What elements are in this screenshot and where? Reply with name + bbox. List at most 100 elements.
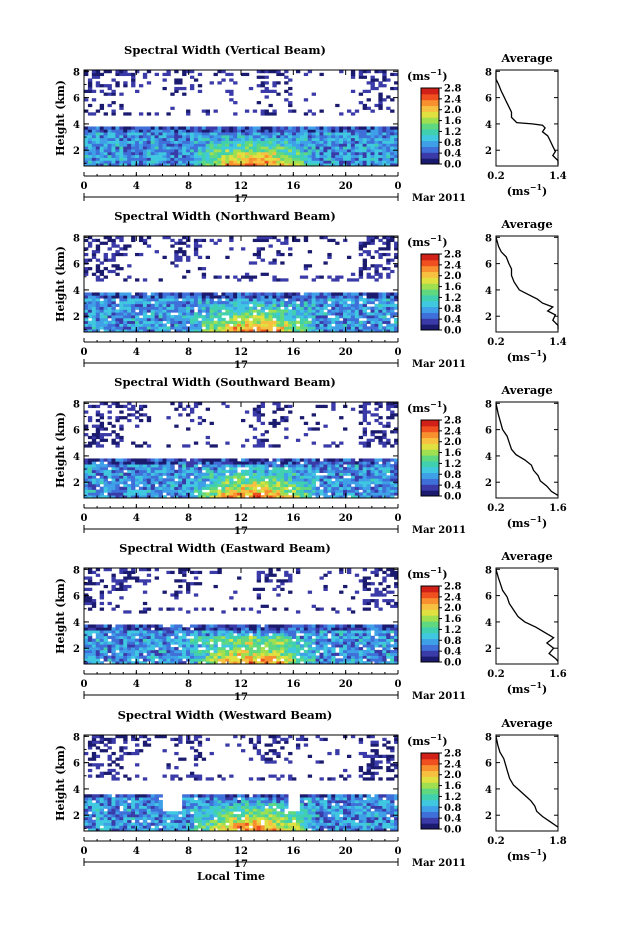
heatmap-cell	[146, 461, 152, 465]
heatmap-cell	[229, 466, 234, 471]
heatmap-cell	[138, 478, 144, 482]
heatmap-cell	[205, 295, 211, 299]
heatmap-cell	[370, 461, 375, 465]
heatmap-cell	[115, 652, 120, 656]
heatmap-cell	[217, 303, 222, 307]
heatmap-cell	[374, 315, 379, 319]
heatmap-cell	[394, 478, 399, 482]
heatmap-cell	[138, 624, 144, 628]
heatmap-cell	[201, 466, 207, 471]
heatmap-cell	[127, 160, 132, 164]
heatmap-cell	[174, 154, 179, 158]
heatmap-cell	[103, 317, 108, 322]
heatmap-cell	[209, 126, 214, 130]
heatmap-cell	[91, 89, 97, 93]
heatmap-cell	[119, 570, 124, 575]
heatmap-cell	[95, 424, 101, 428]
heatmap-cell	[158, 126, 163, 130]
colorbar-swatch	[421, 484, 439, 491]
heatmap-cell	[162, 300, 167, 305]
heatmap-cell	[87, 89, 93, 93]
heatmap-cell	[166, 236, 171, 240]
heatmap-cell	[233, 486, 238, 490]
heatmap-cell	[370, 430, 375, 434]
heatmap-cell	[99, 435, 105, 440]
heatmap-cell	[370, 81, 375, 85]
heatmap-cell	[315, 303, 320, 307]
heatmap-cell	[343, 489, 348, 493]
heatmap-cell	[386, 303, 391, 307]
heatmap-cell	[170, 137, 175, 141]
heatmap-cell	[292, 320, 297, 324]
heatmap-cell	[350, 323, 356, 327]
heatmap-cell	[146, 70, 152, 74]
heatmap-cell	[244, 109, 250, 113]
heatmap-cell	[213, 464, 218, 468]
heatmap-cell	[189, 292, 195, 296]
heatmap-cell	[154, 126, 159, 130]
heatmap-cell	[209, 143, 214, 147]
heatmap-cell	[311, 129, 316, 133]
heatmap-cell	[292, 323, 297, 327]
heatmap-cell	[374, 483, 379, 488]
heatmap-cell	[154, 329, 159, 333]
heatmap-cell	[127, 157, 132, 161]
heatmap-cell	[158, 295, 163, 299]
heatmap-cell	[103, 163, 108, 167]
heatmap-cell	[99, 461, 105, 465]
heatmap-cell	[131, 481, 136, 485]
heatmap-cell	[95, 410, 101, 414]
heatmap-cell	[382, 478, 387, 482]
heatmap-cell	[115, 157, 120, 161]
heatmap-cell	[178, 590, 183, 594]
heatmap-cell	[99, 163, 105, 167]
heatmap-cell	[178, 458, 183, 462]
heatmap-cell	[386, 421, 391, 425]
heatmap-cell	[315, 134, 320, 139]
heatmap-cell	[119, 582, 124, 586]
heatmap-cell	[390, 126, 395, 130]
heatmap-cell	[197, 255, 203, 259]
heatmap-cell	[150, 149, 156, 153]
heatmap-cell	[193, 329, 199, 333]
heatmap-cell	[87, 416, 93, 420]
heatmap-cell	[354, 469, 360, 473]
heatmap-cell	[205, 303, 211, 307]
heatmap-cell	[394, 163, 399, 167]
heatmap-cell	[138, 649, 144, 654]
heatmap-cell	[111, 326, 116, 330]
heatmap-cell	[299, 323, 305, 327]
heatmap-cell	[87, 326, 93, 330]
heatmap-cell	[135, 149, 140, 153]
heatmap-cell	[174, 590, 179, 594]
heatmap-cell	[225, 146, 230, 150]
colorbar-swatch	[421, 306, 439, 313]
heatmap-cell	[107, 140, 112, 144]
heatmap-cell	[182, 579, 187, 583]
heatmap-cell	[166, 489, 171, 493]
heatmap-cell	[170, 658, 175, 662]
heatmap-cell	[248, 129, 254, 133]
heatmap-cell	[366, 132, 371, 136]
heatmap-cell	[260, 461, 265, 465]
heatmap-cell	[237, 134, 242, 139]
colorbar-swatch	[421, 443, 439, 450]
heatmap-cell	[221, 495, 226, 499]
heatmap-cell	[299, 326, 305, 330]
heatmap-cell	[119, 238, 124, 243]
heatmap-cell	[256, 250, 262, 254]
heatmap-cell	[197, 472, 203, 476]
heatmap-cell	[131, 303, 136, 307]
heatmap-cell	[111, 89, 116, 93]
heatmap-cell	[241, 312, 246, 316]
heatmap-cell	[107, 269, 112, 274]
heatmap-cell	[350, 129, 356, 133]
heatmap-cell	[95, 427, 101, 431]
heatmap-cell	[288, 140, 293, 144]
heatmap-cell	[91, 151, 97, 156]
heatmap-cell	[315, 140, 320, 144]
heatmap-cell	[135, 151, 140, 156]
heatmap-cell	[229, 134, 234, 139]
heatmap-cell	[256, 466, 262, 471]
heatmap-cell	[193, 137, 199, 141]
